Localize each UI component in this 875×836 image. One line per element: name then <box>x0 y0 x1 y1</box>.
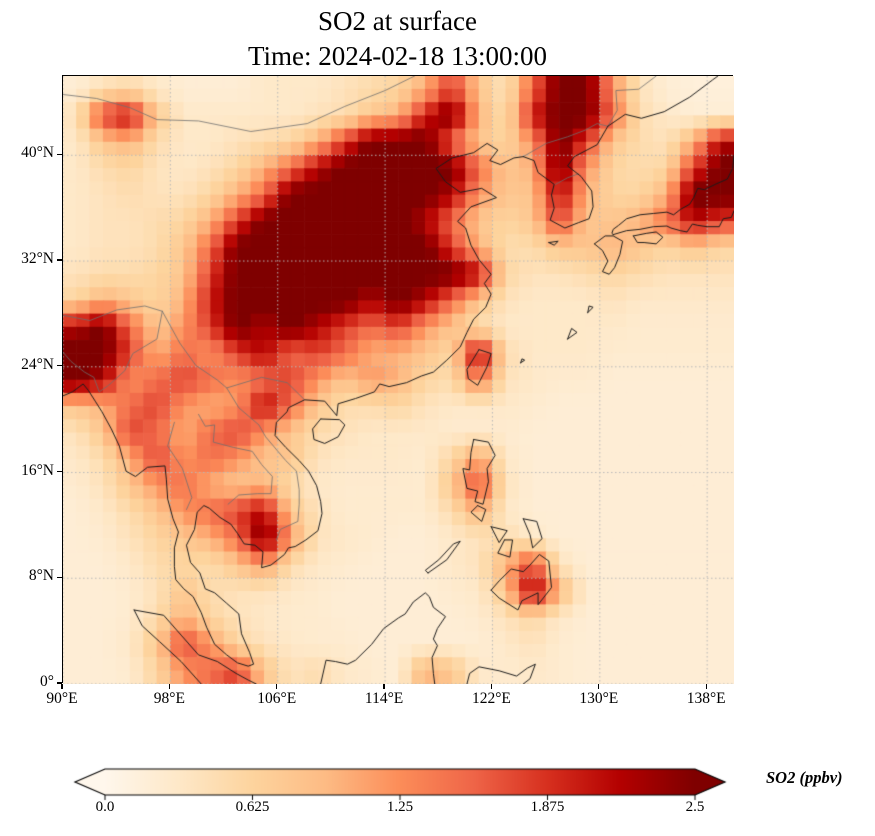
chart-title-line2: Time: 2024-02-18 13:00:00 <box>247 41 548 71</box>
y-tick-label: 16°N <box>21 461 54 479</box>
chart-title: SO2 at surface Time: 2024-02-18 13:00:00 <box>62 4 733 74</box>
y-tick-mark <box>57 470 62 473</box>
x-tick-mark <box>383 684 385 689</box>
x-tick-label: 122°E <box>471 690 511 707</box>
colorbar-tick-label: 2.5 <box>685 799 705 815</box>
so2-heatmap-canvas <box>63 76 734 684</box>
chart-title-line1: SO2 at surface <box>318 6 477 36</box>
y-tick-label: 8°N <box>28 567 54 585</box>
x-tick-mark <box>168 684 170 689</box>
colorbar-tick-label: 1.875 <box>530 799 565 815</box>
y-tick-mark <box>57 365 62 367</box>
y-tick-label: 32°N <box>21 250 54 268</box>
x-tick-label: 114°E <box>364 690 404 707</box>
x-tick-label: 98°E <box>153 690 185 707</box>
y-tick-label: 0° <box>40 673 54 690</box>
x-tick-mark <box>276 684 278 689</box>
map-plot-area <box>62 75 734 684</box>
y-tick-label: 40°N <box>21 144 54 162</box>
x-tick-mark <box>705 684 707 689</box>
y-tick-mark <box>57 153 62 155</box>
colorbar-tick-label: 1.25 <box>386 799 414 815</box>
x-tick-mark <box>598 684 600 689</box>
x-tick-mark <box>490 684 493 689</box>
x-tick-label: 106°E <box>257 690 297 707</box>
y-tick-mark <box>57 259 62 261</box>
colorbar-tick-label: 0.0 <box>95 799 115 815</box>
colorbar-tick-label: 0.625 <box>235 799 270 815</box>
colorbar-label: SO2 (ppbv) <box>766 768 843 787</box>
x-tick-label: 138°E <box>686 690 726 707</box>
y-tick-mark <box>57 576 62 578</box>
y-tick-label: 24°N <box>21 355 54 373</box>
y-tick-mark <box>57 682 62 684</box>
colorbar-canvas <box>0 760 875 808</box>
x-tick-mark <box>61 684 63 689</box>
x-tick-label: 90°E <box>46 690 78 707</box>
x-tick-label: 130°E <box>579 690 619 707</box>
